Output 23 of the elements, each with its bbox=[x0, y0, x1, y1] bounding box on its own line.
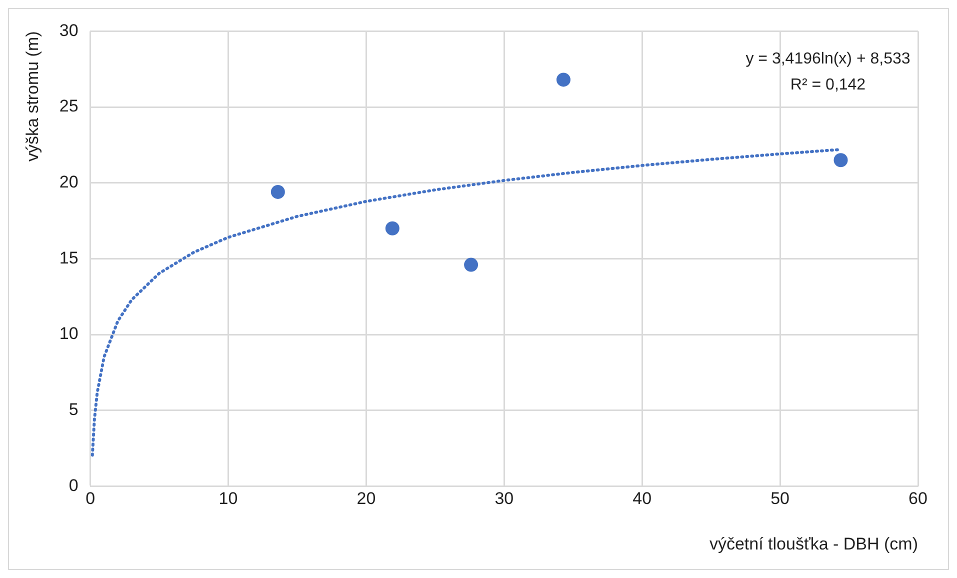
x-tick-label: 30 bbox=[494, 489, 514, 508]
point bbox=[834, 153, 848, 168]
point bbox=[385, 221, 400, 236]
y-tick-label: 15 bbox=[59, 248, 78, 268]
x-tick-label: 10 bbox=[218, 489, 238, 508]
y-axis-title: výška stromu (m) bbox=[22, 31, 42, 162]
x-tick-label: 40 bbox=[632, 489, 652, 508]
y-tick-label: 30 bbox=[59, 20, 78, 40]
annotation: R² = 0,142 bbox=[790, 76, 866, 94]
x-tick-label: 20 bbox=[356, 489, 376, 508]
x-tick-label: 50 bbox=[770, 489, 790, 508]
y-tick-label: 10 bbox=[59, 324, 78, 344]
y-tick-label: 20 bbox=[59, 172, 78, 192]
y-tick-label: 5 bbox=[68, 400, 78, 420]
point bbox=[270, 184, 285, 199]
x-tick-label: 0 bbox=[86, 489, 96, 508]
point bbox=[556, 72, 570, 87]
y-tick-label: 25 bbox=[59, 96, 78, 116]
point bbox=[464, 258, 478, 272]
x-tick-label: 60 bbox=[908, 489, 928, 508]
x-axis-title: výčetní tloušťka - DBH (cm) bbox=[709, 534, 918, 554]
annotation: y = 3,4196ln(x) + 8,533 bbox=[746, 50, 910, 68]
y-tick-label: 0 bbox=[68, 476, 78, 495]
